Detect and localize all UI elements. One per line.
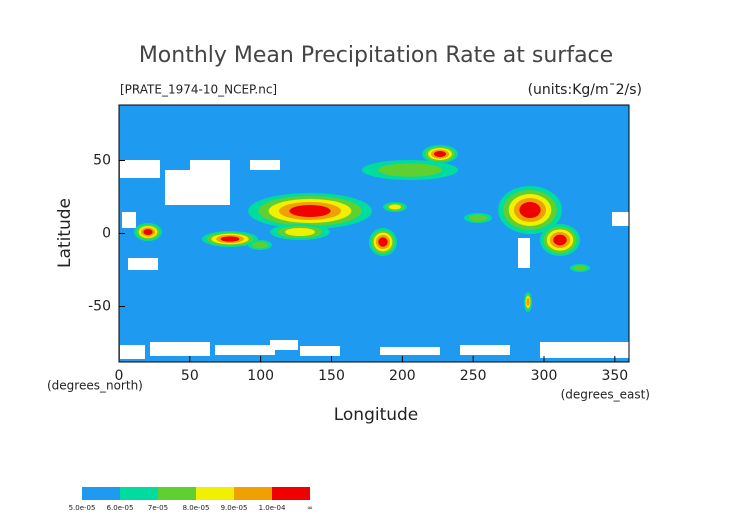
x-tick-label: 0 — [115, 368, 124, 384]
colorbar-label: 9.0e-05 — [221, 504, 248, 512]
colorbar-swatch — [234, 487, 272, 500]
low-region — [215, 345, 275, 355]
precip-region — [378, 163, 442, 177]
y-tick-label: -50 — [88, 299, 111, 315]
precip-region — [378, 237, 388, 247]
precip-region — [553, 234, 567, 246]
colorbar-label: 8.0e-05 — [183, 504, 210, 512]
x-tick-label: 150 — [318, 368, 345, 384]
x-tick-label: 200 — [389, 368, 416, 384]
precip-region — [468, 214, 488, 222]
precip-region — [289, 205, 331, 217]
precip-region — [526, 298, 530, 306]
precip-region — [252, 241, 268, 249]
x-tick-label: 350 — [601, 368, 628, 384]
low-region — [270, 340, 298, 350]
precip-region — [434, 151, 446, 157]
low-region — [540, 342, 629, 358]
low-region — [122, 212, 136, 228]
y-tick-label: 0 — [102, 226, 111, 242]
low-region — [612, 212, 629, 226]
x-tick-label: 100 — [247, 368, 274, 384]
chart-title: Monthly Mean Precipitation Rate at surfa… — [139, 43, 613, 68]
precip-region — [573, 265, 587, 271]
colorbar-label: ∞ — [307, 504, 313, 512]
y-units: (degrees_north) — [47, 379, 143, 393]
colorbar-swatch — [120, 487, 158, 500]
low-region — [128, 258, 158, 270]
low-region — [518, 238, 530, 268]
x-tick-label: 300 — [531, 368, 558, 384]
low-region — [250, 160, 280, 170]
low-region — [380, 347, 440, 355]
x-units: (degrees_east) — [561, 388, 650, 402]
colorbar-swatch — [82, 487, 120, 500]
colorbar-swatch — [272, 487, 310, 500]
colorbar-swatch — [196, 487, 234, 500]
precip-region — [389, 204, 401, 210]
colorbar-label: 5.0e-05 — [69, 504, 96, 512]
file-label: [PRATE_1974-10_NCEP.nc] — [120, 83, 277, 97]
low-region — [150, 342, 210, 356]
precip-region — [143, 229, 153, 235]
low-region — [120, 345, 145, 359]
y-axis-label: Latitude — [55, 198, 75, 268]
low-region — [190, 160, 230, 172]
colorbar-label: 7e-05 — [148, 504, 168, 512]
colorbar-label: 1.0e-04 — [259, 504, 286, 512]
x-tick-label: 50 — [181, 368, 199, 384]
x-axis-label: Longitude — [334, 405, 419, 425]
low-region — [300, 346, 340, 356]
y-tick-label: 50 — [93, 152, 111, 168]
precip-region — [519, 202, 541, 218]
units-label: (units:Kg/m¯2/s) — [528, 82, 642, 98]
colorbar-swatch — [158, 487, 196, 500]
low-region — [165, 170, 230, 205]
low-region — [460, 345, 510, 355]
precip-region — [220, 236, 240, 242]
precip-region — [285, 228, 315, 236]
colorbar-label: 6.0e-05 — [107, 504, 134, 512]
low-region — [120, 160, 160, 178]
x-tick-label: 250 — [460, 368, 487, 384]
